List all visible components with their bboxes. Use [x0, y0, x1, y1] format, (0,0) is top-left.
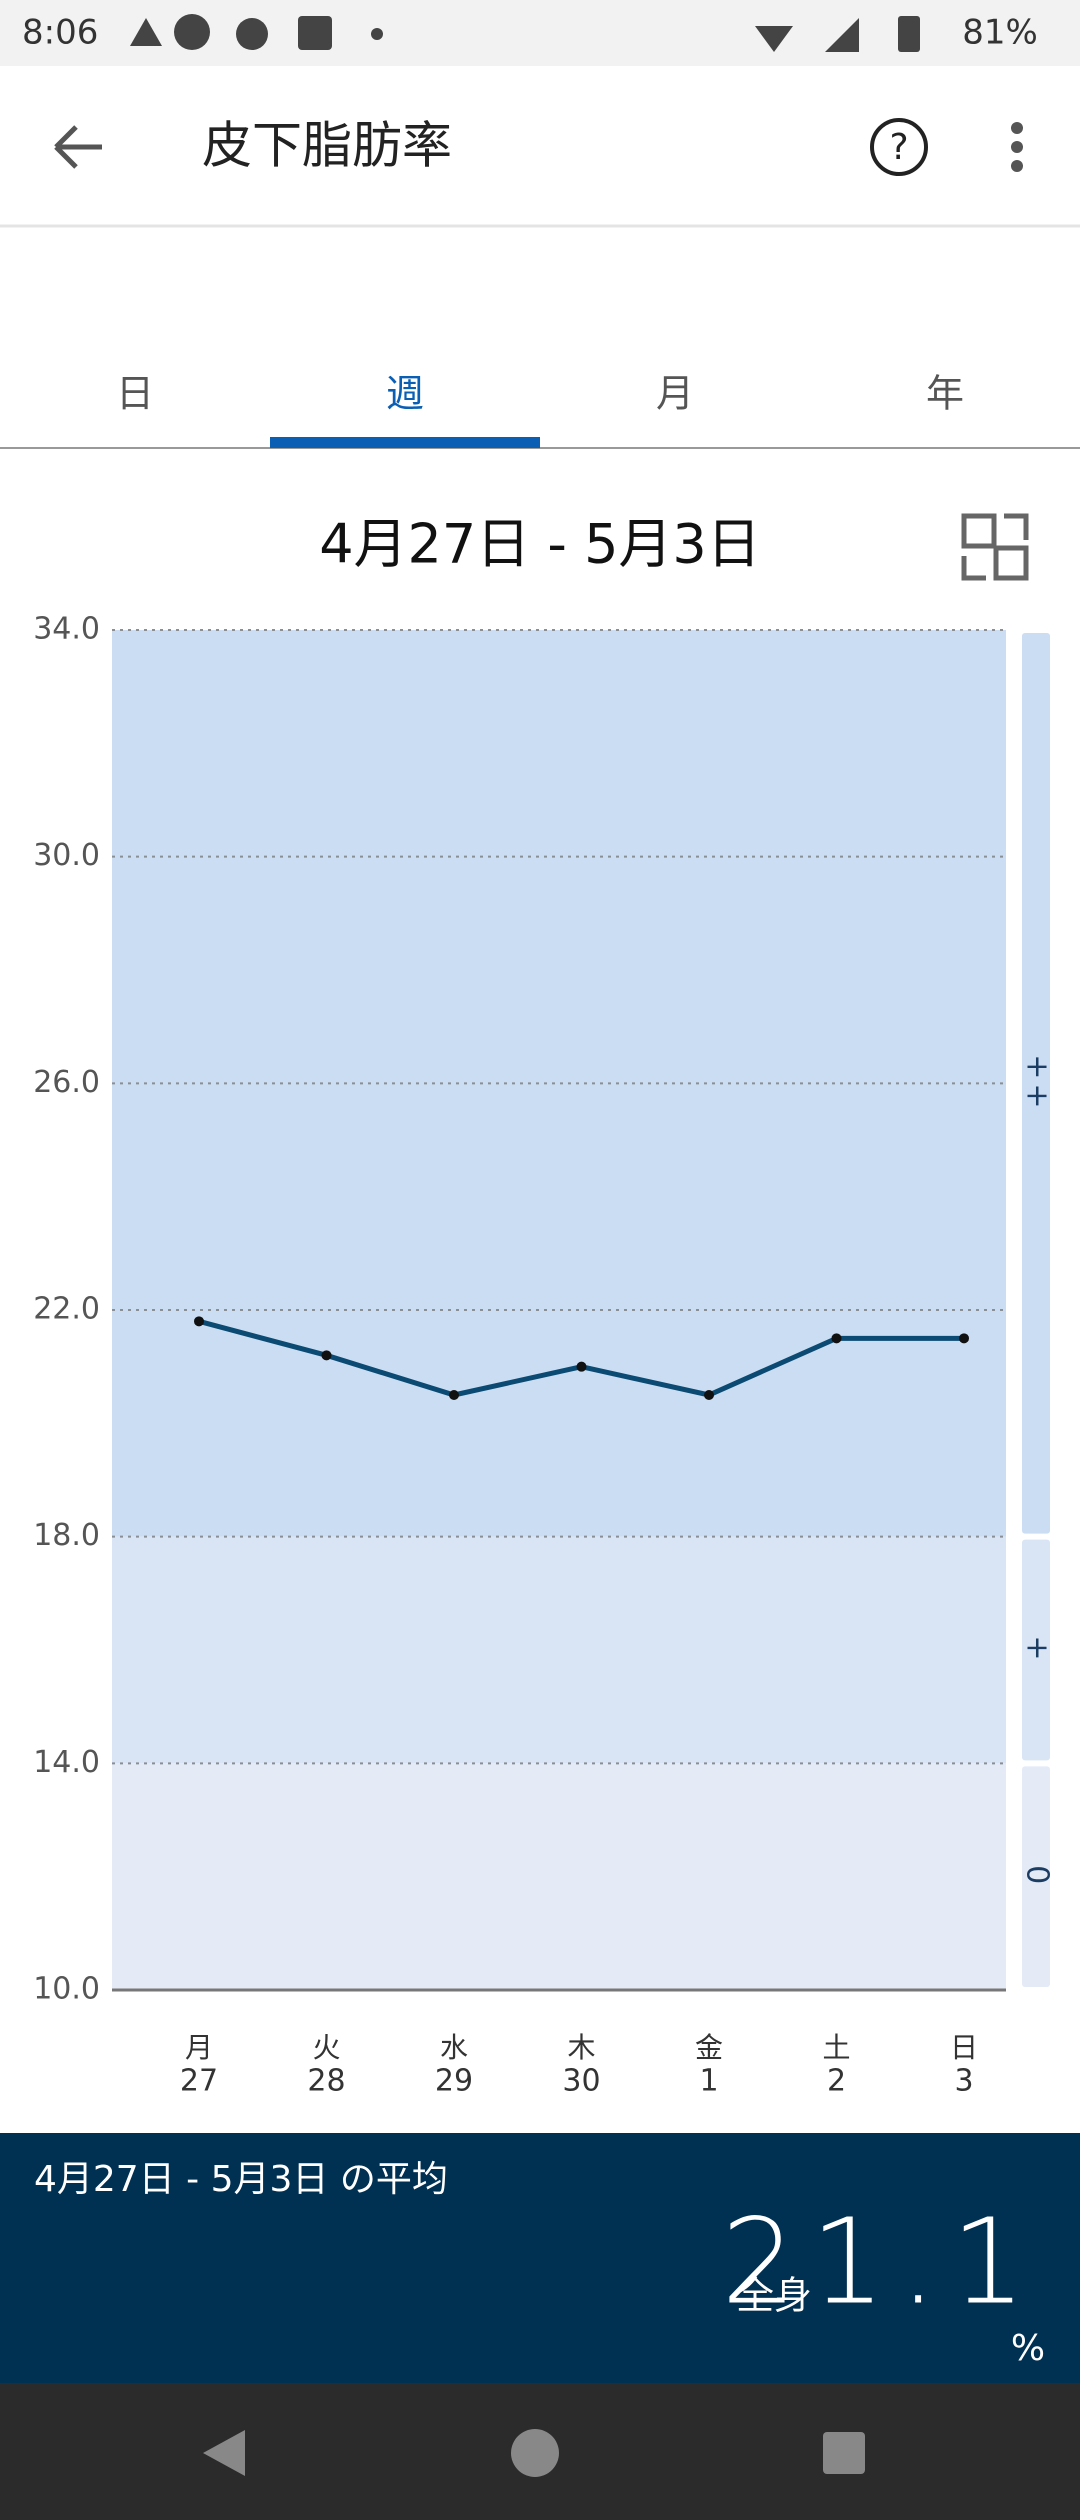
help-button[interactable]: ?	[870, 118, 928, 176]
zone-indicator	[1022, 633, 1050, 1534]
switch-view-button[interactable]	[961, 513, 1029, 581]
data-point	[959, 1333, 969, 1344]
status-icons	[130, 14, 920, 52]
summary-unit: %	[1011, 2328, 1045, 2369]
app-title: 皮下脂肪率	[202, 117, 452, 175]
zone-band	[112, 1763, 1006, 1990]
x-tick-weekday: 木	[567, 2031, 595, 2064]
app-bar	[0, 66, 1080, 226]
y-tick-label: 18.0	[33, 1518, 100, 1553]
back-button[interactable]	[54, 125, 102, 169]
zone-label: 0	[1020, 1865, 1055, 1888]
y-tick-label: 14.0	[33, 1745, 100, 1780]
x-tick-date: 2	[827, 2064, 846, 2099]
tab[interactable]: 日	[116, 372, 154, 416]
zone-indicator	[1022, 1539, 1050, 1761]
summary-panel	[0, 2133, 1080, 2383]
zone-label: +	[1020, 1635, 1055, 1664]
chart: 0+++10.014.018.022.026.030.034.0月27火28水2…	[33, 612, 1054, 2099]
x-tick-weekday: 金	[695, 2031, 723, 2064]
clock: 8:06	[22, 13, 98, 53]
data-point	[704, 1390, 714, 1400]
x-tick-date: 27	[180, 2064, 218, 2099]
menu-button[interactable]	[1011, 122, 1023, 172]
x-tick-date: 30	[562, 2064, 600, 2099]
nav-recents[interactable]	[823, 2432, 865, 2474]
data-point	[576, 1361, 587, 1372]
x-tick-date: 1	[699, 2064, 718, 2099]
zone-band	[112, 1536, 1006, 1764]
y-tick-label: 30.0	[33, 838, 100, 873]
x-tick-date: 28	[307, 2064, 345, 2099]
tab[interactable]: 週	[386, 372, 424, 416]
svg-text:?: ?	[889, 127, 908, 168]
x-tick-weekday: 日	[950, 2031, 978, 2064]
data-point	[194, 1316, 204, 1327]
zone-label: ++	[1020, 1054, 1055, 1112]
battery-level: 81%	[962, 13, 1038, 53]
tab[interactable]: 月	[656, 372, 694, 416]
tab[interactable]: 年	[926, 372, 964, 416]
x-tick-weekday: 月	[185, 2031, 213, 2064]
nav-home[interactable]	[511, 2429, 559, 2477]
tab-indicator	[270, 437, 540, 448]
y-tick-label: 26.0	[33, 1065, 100, 1100]
summary-caption: 4月27日 - 5月3日 の平均	[34, 2159, 448, 2200]
x-tick-date: 3	[954, 2064, 973, 2099]
nav-back[interactable]	[203, 2430, 245, 2476]
y-tick-label: 34.0	[33, 612, 100, 647]
x-tick-weekday: 土	[822, 2031, 850, 2064]
y-tick-label: 10.0	[33, 1972, 100, 2007]
data-point	[449, 1390, 459, 1400]
zone-band	[112, 630, 1006, 1537]
summary-value: 21.1	[721, 2192, 1040, 2330]
data-point	[831, 1333, 842, 1344]
x-tick-weekday: 火	[312, 2031, 340, 2064]
date-range: 4月27日 - 5月3日	[319, 513, 761, 576]
x-tick-date: 29	[435, 2064, 473, 2099]
tab-bar: 日週月年	[116, 372, 964, 416]
data-point	[321, 1350, 332, 1361]
summary-part: 全身	[736, 2274, 812, 2318]
zone-indicator	[1022, 1766, 1050, 1987]
y-tick-label: 22.0	[33, 1292, 100, 1327]
x-tick-weekday: 水	[440, 2031, 468, 2064]
